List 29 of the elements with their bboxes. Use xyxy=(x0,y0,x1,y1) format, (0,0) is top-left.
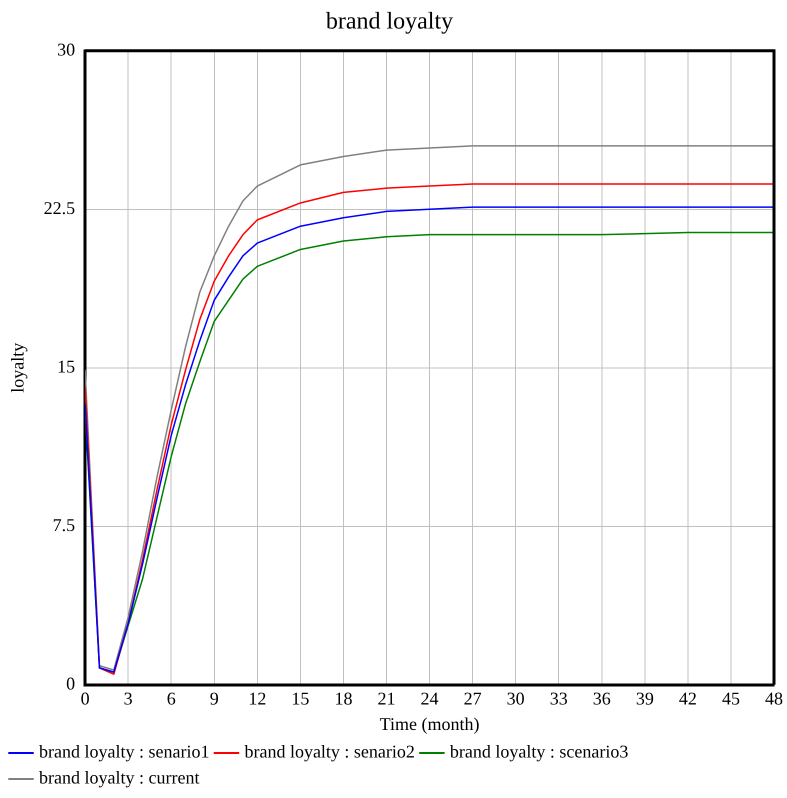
legend-label: brand loyalty : senario2 xyxy=(244,742,415,762)
x-tick-label: 39 xyxy=(636,688,654,708)
x-tick-label: 21 xyxy=(377,688,396,708)
x-tick-label: 36 xyxy=(592,688,611,708)
x-tick-label: 0 xyxy=(80,688,90,708)
x-tick-label: 27 xyxy=(464,688,482,708)
y-tick-label: 22.5 xyxy=(44,198,76,218)
x-tick-label: 42 xyxy=(678,688,697,708)
y-tick-label: 15 xyxy=(57,356,76,377)
y-tick-label: 30 xyxy=(57,40,76,60)
x-tick-label: 15 xyxy=(291,688,310,708)
y-axis-title: loyalty xyxy=(8,342,28,393)
x-tick-label: 6 xyxy=(166,688,176,708)
legend-label: brand loyalty : scenario3 xyxy=(450,742,628,762)
x-tick-label: 33 xyxy=(550,688,568,708)
chart-title: brand loyalty xyxy=(326,8,454,35)
legend-label: brand loyalty : senario1 xyxy=(39,742,210,762)
x-tick-label: 12 xyxy=(248,688,266,708)
legend-label: brand loyalty : current xyxy=(39,768,200,788)
x-tick-label: 9 xyxy=(210,688,219,708)
y-tick-label: 7.5 xyxy=(52,515,76,536)
x-tick-label: 18 xyxy=(334,688,352,708)
x-tick-label: 45 xyxy=(722,688,740,708)
x-tick-label: 3 xyxy=(124,688,133,708)
y-tick-label: 0 xyxy=(66,674,76,694)
x-tick-label: 48 xyxy=(765,688,783,708)
x-axis-title: Time (month) xyxy=(380,714,480,734)
x-tick-label: 24 xyxy=(420,688,439,708)
x-tick-label: 30 xyxy=(506,688,525,708)
